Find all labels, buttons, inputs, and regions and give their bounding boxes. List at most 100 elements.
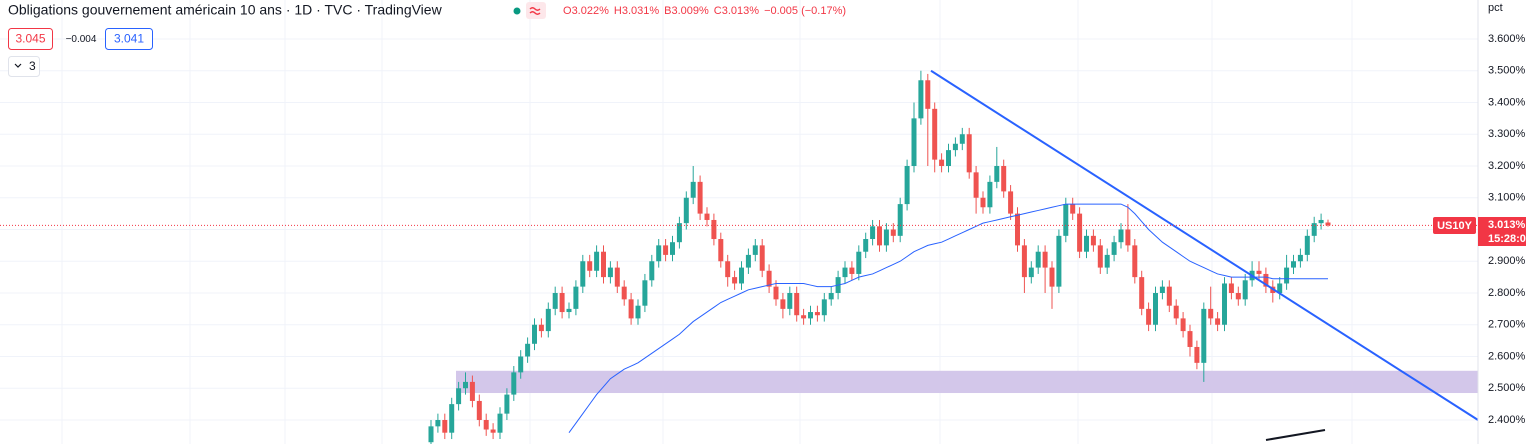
candle-body: [883, 229, 889, 246]
candle-body: [959, 134, 965, 144]
candle-body: [642, 280, 648, 306]
candle-body: [870, 226, 876, 240]
candle-body: [780, 299, 786, 309]
candle-body: [545, 308, 551, 332]
candle-body: [1304, 235, 1310, 255]
candle-body: [1070, 204, 1076, 214]
candle-body: [856, 251, 862, 274]
candle-body: [918, 80, 924, 119]
ask-box[interactable]: [105, 28, 153, 50]
y-tick-label: 3.300%: [1488, 128, 1526, 140]
chevron-icon: [14, 63, 22, 68]
candle-body: [518, 356, 524, 373]
candle-body: [1001, 165, 1007, 192]
candle-body: [1146, 308, 1152, 325]
candle-body: [670, 242, 675, 255]
candle-body: [725, 261, 731, 278]
candle-body: [711, 219, 717, 240]
plot-area: [0, 69, 1478, 444]
candle-body: [704, 213, 710, 220]
candle-body: [718, 239, 724, 262]
indicators-count: 3: [29, 59, 36, 73]
candle-body: [745, 254, 751, 268]
candle-body: [925, 80, 931, 109]
ohlc-key: C: [714, 5, 722, 17]
price-zone: [456, 370, 1478, 394]
candle-body: [683, 197, 689, 224]
ohlc-value: 3.009%: [671, 5, 709, 17]
y-tick-label: 2.500%: [1488, 382, 1526, 394]
bid-price: 3.045: [15, 32, 45, 46]
candle-body: [1090, 235, 1096, 246]
candle-body: [497, 413, 503, 433]
candle-body: [621, 286, 627, 300]
candle-body: [1215, 318, 1221, 325]
ohlc-change: −0.005 (−0.17%): [764, 5, 846, 17]
indicators-toggle[interactable]: [8, 56, 40, 77]
moving-average: [568, 203, 1328, 433]
candle-body: [787, 292, 793, 309]
candle-body: [808, 312, 813, 319]
candle-body: [1132, 245, 1138, 278]
candle-body: [966, 134, 972, 173]
candle-body: [476, 400, 482, 420]
candle-body: [663, 245, 669, 255]
candle-body: [752, 245, 758, 255]
y-tick-label: 3.100%: [1488, 192, 1526, 204]
candle-body: [877, 226, 882, 246]
candle-body: [946, 150, 951, 166]
y-tick-label: 2.400%: [1488, 414, 1526, 426]
candle-body: [1284, 267, 1290, 284]
drawing-line: [1265, 429, 1326, 441]
ohlc-legend: O3.022% H3.031% B3.009% C3.013% −0.005 (−0.1…: [563, 5, 846, 17]
candle-body: [538, 324, 544, 332]
candle-body: [1008, 191, 1014, 214]
candle-body: [428, 426, 434, 443]
status-dot: [513, 7, 521, 15]
candle-body: [1097, 245, 1103, 268]
candle-body: [532, 324, 537, 344]
candle-body: [814, 312, 820, 316]
price-tag: [1478, 217, 1526, 246]
candle-body: [566, 308, 572, 313]
candle-body: [456, 388, 462, 405]
candle-body: [773, 286, 779, 300]
candle-body: [821, 299, 827, 316]
status-icon: [529, 7, 541, 15]
candle-body: [559, 292, 565, 313]
candle-body: [932, 108, 938, 160]
candle-body: [483, 419, 489, 430]
bid-box[interactable]: [8, 28, 53, 50]
candle-body: [511, 372, 517, 395]
candle-body: [1208, 308, 1214, 319]
candle-body: [732, 277, 738, 284]
candle-body: [994, 165, 1000, 182]
candle-body: [1277, 283, 1283, 293]
candle-body: [607, 267, 613, 278]
candle-body: [801, 315, 807, 319]
candle-body: [490, 429, 496, 433]
candle-body: [890, 229, 896, 236]
candle-body: [1028, 267, 1034, 278]
candle-body: [1049, 267, 1055, 287]
candle-body: [1111, 242, 1117, 255]
candle-body: [1104, 254, 1110, 268]
candle-body: [1201, 308, 1207, 363]
ohlc-value: 3.031%: [622, 5, 660, 17]
candle-body: [849, 267, 855, 274]
candle-body: [573, 286, 579, 309]
candle-body: [1228, 283, 1234, 293]
candle-body: [980, 197, 986, 208]
last-price-label: 3.013%: [1488, 219, 1526, 231]
candle-body: [897, 204, 903, 236]
y-tick-label: 2.600%: [1488, 350, 1526, 362]
candle-body: [973, 172, 979, 198]
candle-body: [1180, 318, 1186, 332]
y-tick-label: 3.600%: [1488, 33, 1526, 45]
y-tick-label: 3.400%: [1488, 96, 1526, 108]
candle-body: [1242, 280, 1248, 300]
y-axis-label: pct: [1488, 2, 1503, 14]
candle-body: [449, 404, 455, 433]
